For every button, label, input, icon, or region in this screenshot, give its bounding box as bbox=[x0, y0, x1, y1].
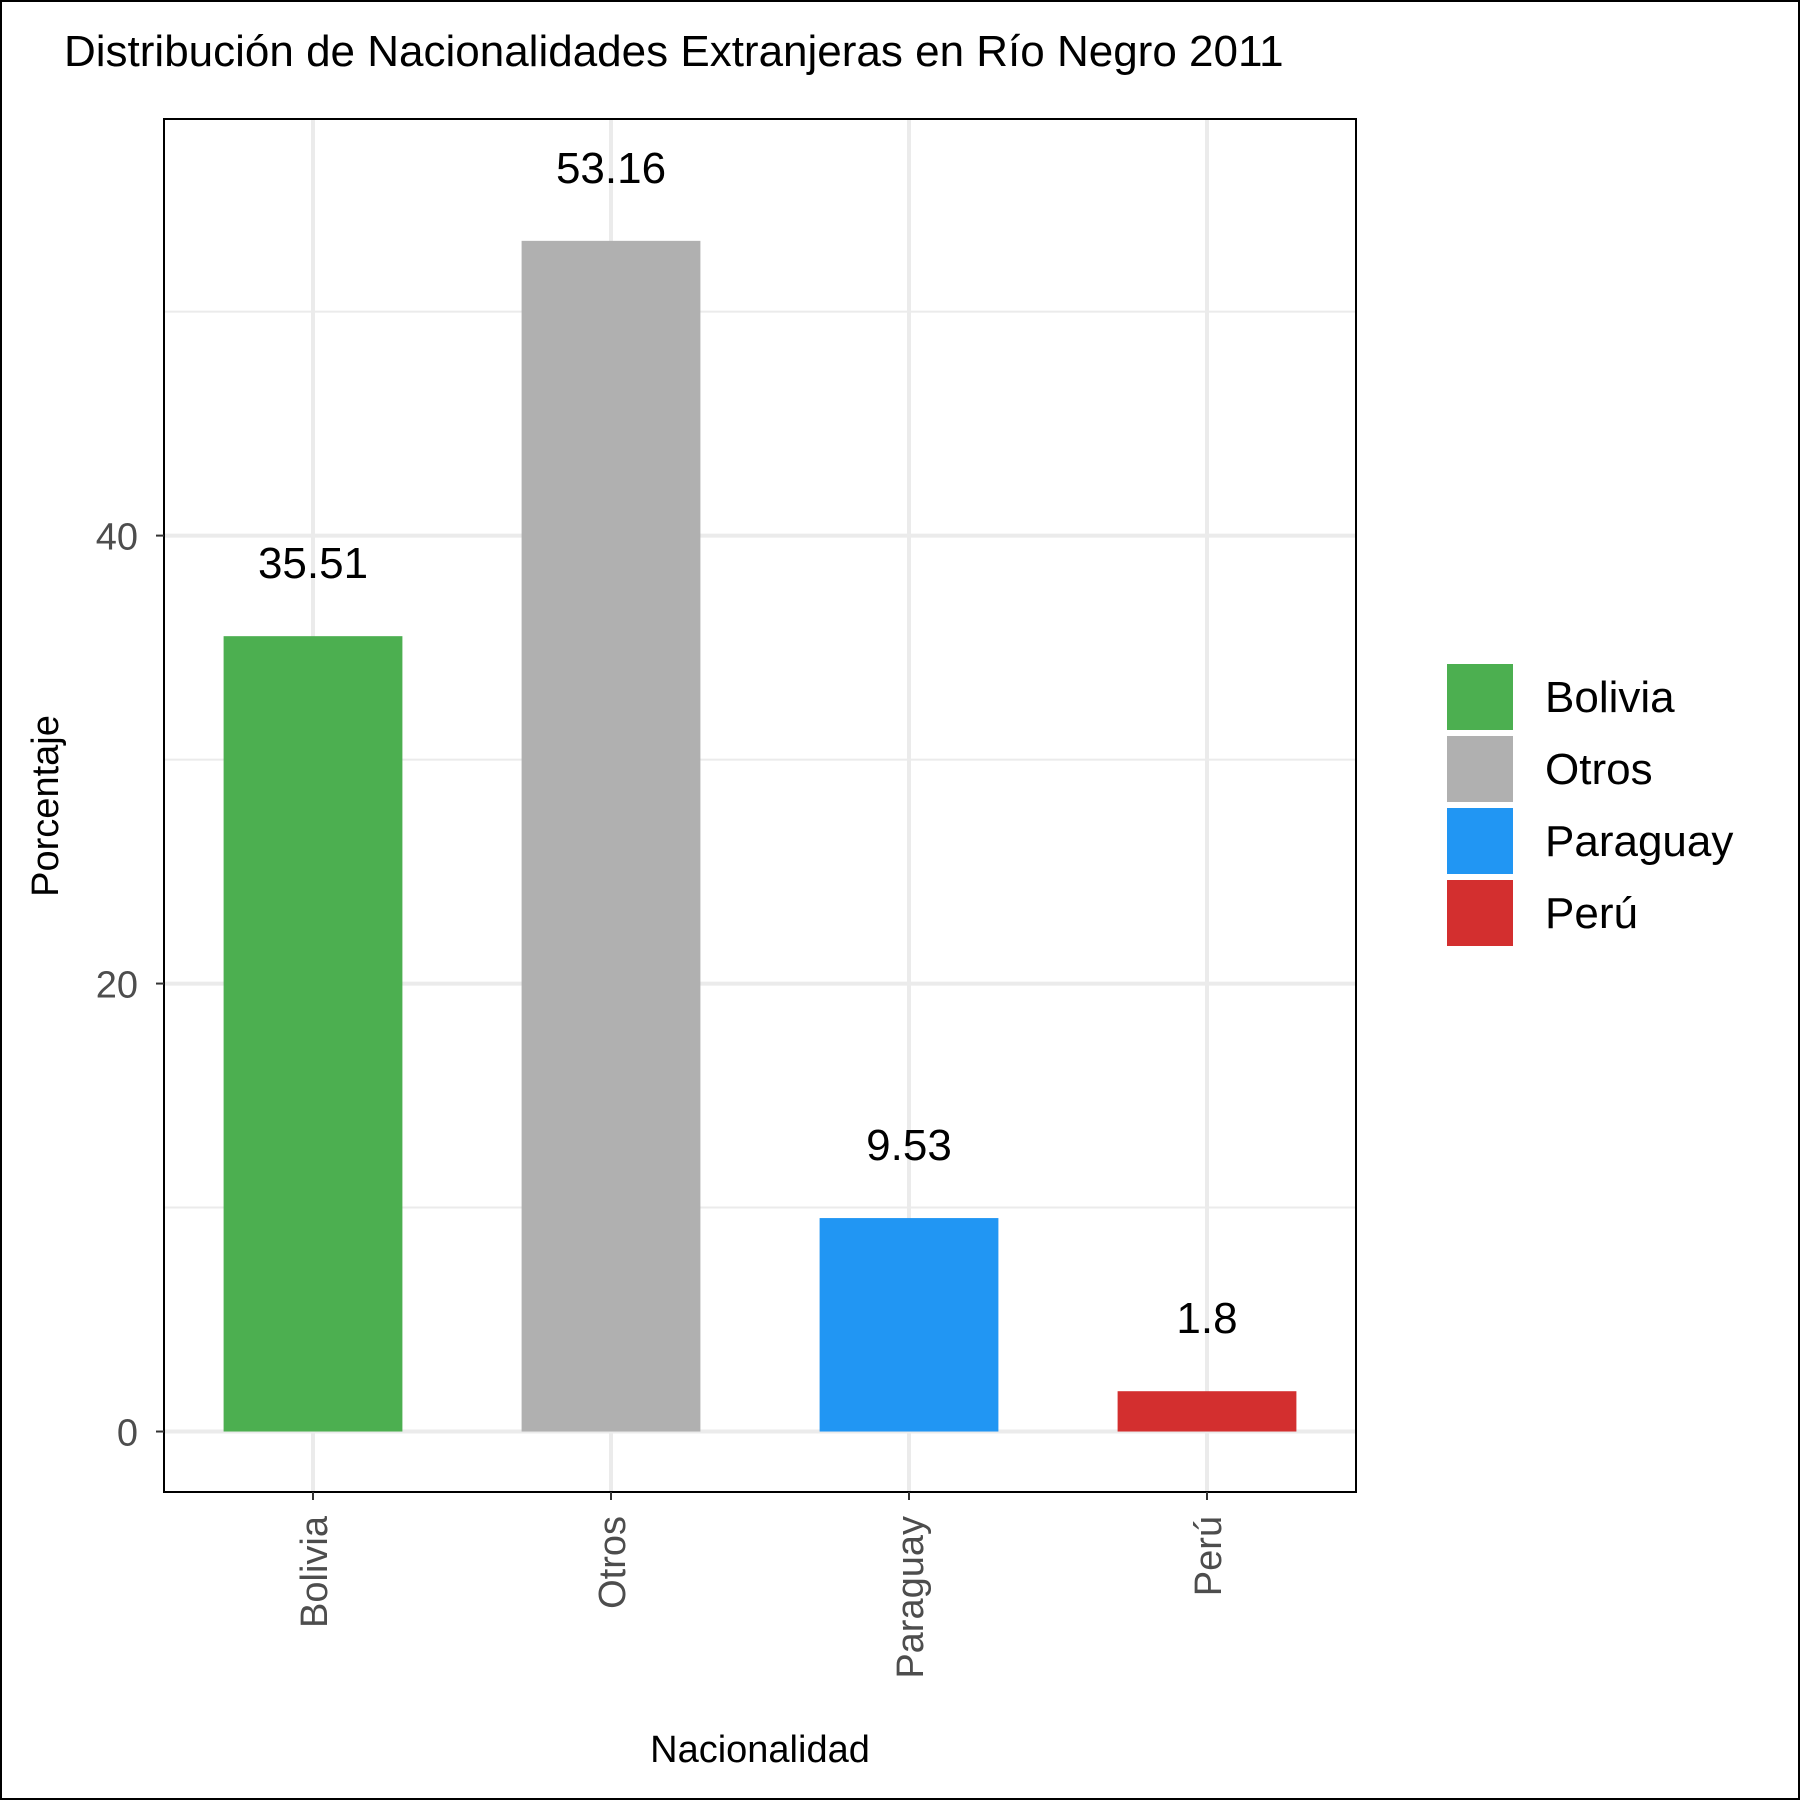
chart-title: Distribución de Nacionalidades Extranjer… bbox=[64, 27, 1284, 76]
y-tick-label: 20 bbox=[96, 965, 138, 1007]
plot-border bbox=[163, 118, 1357, 1493]
x-tick-label: Paraguay bbox=[890, 1516, 932, 1679]
x-tick-label: Perú bbox=[1188, 1516, 1230, 1596]
y-axis-ticks: 0 20 40 bbox=[96, 517, 164, 1455]
bar-otros bbox=[521, 240, 701, 1432]
bars bbox=[223, 240, 1297, 1432]
legend: Bolivia Otros Paraguay Perú bbox=[1447, 664, 1733, 946]
x-axis-title: Nacionalidad bbox=[650, 1729, 870, 1771]
legend-key-bolivia bbox=[1447, 664, 1513, 730]
legend-key-paraguay bbox=[1447, 808, 1513, 874]
bar-value-label: 35.51 bbox=[258, 539, 368, 588]
y-axis-title: Porcentaje bbox=[25, 715, 67, 897]
legend-label: Perú bbox=[1545, 889, 1638, 938]
bar-bolivia bbox=[223, 636, 403, 1432]
bar-value-label: 53.16 bbox=[556, 144, 666, 193]
bar-value-labels: 35.51 53.16 9.53 1.8 bbox=[258, 144, 1238, 1343]
plot-border-rect bbox=[163, 118, 1357, 1493]
legend-key-perú bbox=[1447, 880, 1513, 946]
bar-value-label: 1.8 bbox=[1176, 1294, 1237, 1343]
x-tick-label: Bolivia bbox=[294, 1515, 336, 1628]
y-tick-label: 40 bbox=[96, 517, 138, 559]
bar-value-label: 9.53 bbox=[866, 1121, 952, 1170]
legend-label: Bolivia bbox=[1545, 673, 1675, 722]
legend-label: Otros bbox=[1545, 745, 1653, 794]
bar-perú bbox=[1117, 1391, 1297, 1432]
bar-paraguay bbox=[819, 1218, 999, 1432]
legend-key-otros bbox=[1447, 736, 1513, 802]
legend-label: Paraguay bbox=[1545, 817, 1733, 866]
x-tick-label: Otros bbox=[592, 1516, 634, 1609]
x-axis-ticks: Bolivia Otros Paraguay Perú bbox=[294, 1492, 1230, 1679]
y-tick-label: 0 bbox=[117, 1413, 138, 1455]
